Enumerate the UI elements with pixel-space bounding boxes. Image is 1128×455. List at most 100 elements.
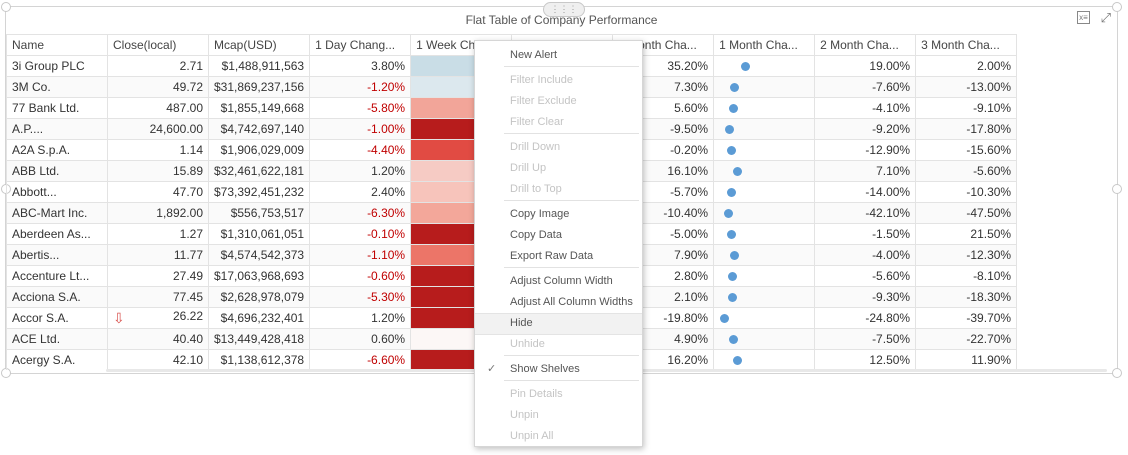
cell-mcap[interactable]: $556,753,517: [207, 202, 311, 224]
cell-1-day-change[interactable]: -6.30%: [309, 202, 412, 224]
cell-mcap[interactable]: $32,461,622,181: [207, 160, 311, 182]
menu-item-new-alert[interactable]: New Alert: [475, 45, 642, 65]
cell-1-month-change-dot[interactable]: [713, 223, 816, 245]
cell-mcap[interactable]: $13,449,428,418: [207, 328, 311, 350]
cell-name[interactable]: 3i Group PLC: [6, 55, 108, 77]
expand-icon[interactable]: ⤢: [1100, 10, 1111, 25]
menu-item-drill-to-top[interactable]: Drill to Top: [475, 179, 642, 199]
cell-name[interactable]: Acergy S.A.: [6, 349, 108, 370]
cell-close[interactable]: 1.27: [107, 223, 209, 245]
cell-name[interactable]: ACE Ltd.: [6, 328, 108, 350]
cell-1-month-change-dot[interactable]: [713, 55, 816, 77]
cell-name[interactable]: 3M Co.: [6, 76, 108, 98]
cell-2-month-change[interactable]: -7.50%: [814, 328, 917, 350]
menu-item-hide[interactable]: Hide: [475, 313, 642, 335]
cell-name[interactable]: A2A S.p.A.: [6, 139, 108, 161]
cell-2-month-change[interactable]: -4.00%: [814, 244, 917, 266]
cell-close[interactable]: 24,600.00: [107, 118, 209, 140]
menu-item-drill-down[interactable]: Drill Down: [475, 137, 642, 157]
cell-1-day-change[interactable]: -6.60%: [309, 349, 412, 370]
cell-mcap[interactable]: $1,138,612,378: [207, 349, 311, 370]
cell-1-month-change-dot[interactable]: [713, 76, 816, 98]
cell-1-day-change[interactable]: -5.80%: [309, 97, 412, 119]
cell-close[interactable]: 47.70: [107, 181, 209, 203]
cell-mcap[interactable]: $2,628,978,079: [207, 286, 311, 308]
cell-mcap[interactable]: $4,574,542,373: [207, 244, 311, 266]
cell-name[interactable]: ABB Ltd.: [6, 160, 108, 182]
cell-mcap[interactable]: $17,063,968,693: [207, 265, 311, 287]
cell-close[interactable]: 11.77: [107, 244, 209, 266]
menu-item-filter-clear[interactable]: Filter Clear: [475, 112, 642, 132]
cell-3-month-change[interactable]: 2.00%: [915, 55, 1018, 77]
cell-3-month-change[interactable]: -10.30%: [915, 181, 1018, 203]
cell-name[interactable]: Accor S.A.: [6, 307, 108, 329]
resize-handle-top-left[interactable]: [1, 2, 11, 12]
cell-close[interactable]: 40.40: [107, 328, 209, 350]
cell-1-day-change[interactable]: -1.10%: [309, 244, 412, 266]
cell-1-month-change-dot[interactable]: [713, 202, 816, 224]
cell-name[interactable]: Acciona S.A.: [6, 286, 108, 308]
cell-2-month-change[interactable]: 12.50%: [814, 349, 917, 370]
cell-3-month-change[interactable]: -13.00%: [915, 76, 1018, 98]
cell-close[interactable]: 1.14: [107, 139, 209, 161]
cell-1-day-change[interactable]: 0.60%: [309, 328, 412, 350]
resize-handle-top-right[interactable]: [1112, 2, 1122, 12]
cell-name[interactable]: Accenture Lt...: [6, 265, 108, 287]
cell-close[interactable]: 77.45: [107, 286, 209, 308]
menu-item-filter-include[interactable]: Filter Include: [475, 70, 642, 90]
alert-down-arrow-icon[interactable]: ⇩: [113, 310, 125, 326]
cell-name[interactable]: Abbott...: [6, 181, 108, 203]
cell-2-month-change[interactable]: 7.10%: [814, 160, 917, 182]
cell-2-month-change[interactable]: -42.10%: [814, 202, 917, 224]
cell-mcap[interactable]: $4,696,232,401: [207, 307, 311, 329]
table-row[interactable]: A.P....24,600.00$4,742,697,140-1.00%-6-9…: [6, 118, 1018, 140]
cell-1-day-change[interactable]: -0.60%: [309, 265, 412, 287]
cell-1-month-change-dot[interactable]: [713, 328, 816, 350]
cell-1-day-change[interactable]: -1.20%: [309, 76, 412, 98]
cell-2-month-change[interactable]: -5.60%: [814, 265, 917, 287]
menu-item-pin-details[interactable]: Pin Details: [475, 384, 642, 404]
cell-3-month-change[interactable]: -8.10%: [915, 265, 1018, 287]
column-header-3-month-change[interactable]: 3 Month Cha...: [915, 34, 1018, 56]
cell-3-month-change[interactable]: -9.10%: [915, 97, 1018, 119]
cell-3-month-change[interactable]: -17.80%: [915, 118, 1018, 140]
menu-item-unpin-all[interactable]: Unpin All: [475, 426, 642, 446]
cell-mcap[interactable]: $73,392,451,232: [207, 181, 311, 203]
cell-1-month-change-dot[interactable]: [713, 244, 816, 266]
cell-1-month-change-dot[interactable]: [713, 97, 816, 119]
cell-3-month-change[interactable]: -39.70%: [915, 307, 1018, 329]
menu-item-unhide[interactable]: Unhide: [475, 334, 642, 354]
cell-1-day-change[interactable]: 2.40%: [309, 181, 412, 203]
cell-1-day-change[interactable]: 3.80%: [309, 55, 412, 77]
cell-1-month-change-dot[interactable]: [713, 349, 816, 370]
panel-drag-grip[interactable]: ⋮⋮⋮: [543, 2, 585, 17]
cell-1-day-change[interactable]: 1.20%: [309, 160, 412, 182]
cell-name[interactable]: Aberdeen As...: [6, 223, 108, 245]
column-header-1-day-change[interactable]: 1 Day Chang...: [309, 34, 412, 56]
cell-2-month-change[interactable]: -4.10%: [814, 97, 917, 119]
cell-1-month-change-dot[interactable]: [713, 181, 816, 203]
resize-handle-right[interactable]: [1112, 184, 1122, 194]
cell-2-month-change[interactable]: 19.00%: [814, 55, 917, 77]
column-header-name[interactable]: Name: [6, 34, 108, 56]
cell-close[interactable]: 49.72: [107, 76, 209, 98]
cell-3-month-change[interactable]: -18.30%: [915, 286, 1018, 308]
cell-close[interactable]: 15.89: [107, 160, 209, 182]
table-row[interactable]: Abbott...47.70$73,392,451,2322.40%-2-5.7…: [6, 181, 1018, 203]
cell-1-month-change-dot[interactable]: [713, 286, 816, 308]
column-header-1-month-change-dot[interactable]: 1 Month Cha...: [713, 34, 816, 56]
table-row[interactable]: ABB Ltd.15.89$32,461,622,1811.20%-116.10…: [6, 160, 1018, 182]
menu-item-adjust-all-column-widths[interactable]: Adjust All Column Widths: [475, 292, 642, 312]
cell-close[interactable]: 487.00: [107, 97, 209, 119]
cell-2-month-change[interactable]: -14.00%: [814, 181, 917, 203]
cell-2-month-change[interactable]: -24.80%: [814, 307, 917, 329]
menu-item-copy-image[interactable]: Copy Image: [475, 204, 642, 224]
menu-item-drill-up[interactable]: Drill Up: [475, 158, 642, 178]
cell-1-month-change-dot[interactable]: [713, 265, 816, 287]
cell-3-month-change[interactable]: -12.30%: [915, 244, 1018, 266]
cell-1-day-change[interactable]: -5.30%: [309, 286, 412, 308]
cell-mcap[interactable]: $1,488,911,563: [207, 55, 311, 77]
cell-2-month-change[interactable]: -12.90%: [814, 139, 917, 161]
cell-close[interactable]: 2.71: [107, 55, 209, 77]
cell-mcap[interactable]: $4,742,697,140: [207, 118, 311, 140]
